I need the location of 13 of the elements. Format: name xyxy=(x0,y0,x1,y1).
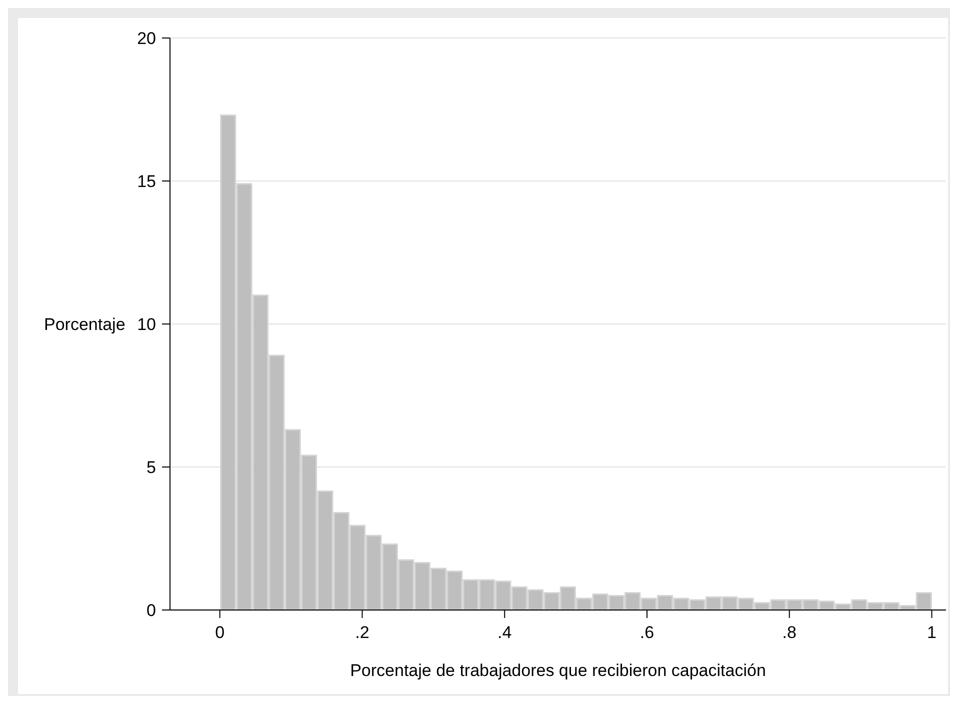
y-tick-label: 10 xyxy=(137,315,156,334)
y-tick-label: 20 xyxy=(137,29,156,48)
y-tick-label: 15 xyxy=(137,172,156,192)
y-tick-label: 0 xyxy=(146,601,156,620)
x-tick-label: .8 xyxy=(782,623,796,642)
x-tick-label: .4 xyxy=(498,623,512,642)
x-tick-label: 1 xyxy=(927,623,936,642)
x-tick-label: .2 xyxy=(355,623,370,642)
y-axis-title: Porcentaje xyxy=(44,315,126,334)
x-axis-title: Porcentaje de trabajadores que recibieron capacitación xyxy=(350,661,766,680)
x-tick-label: 0 xyxy=(215,623,225,642)
y-tick-label: 5 xyxy=(146,458,156,478)
x-tick-label: .6 xyxy=(640,623,654,642)
